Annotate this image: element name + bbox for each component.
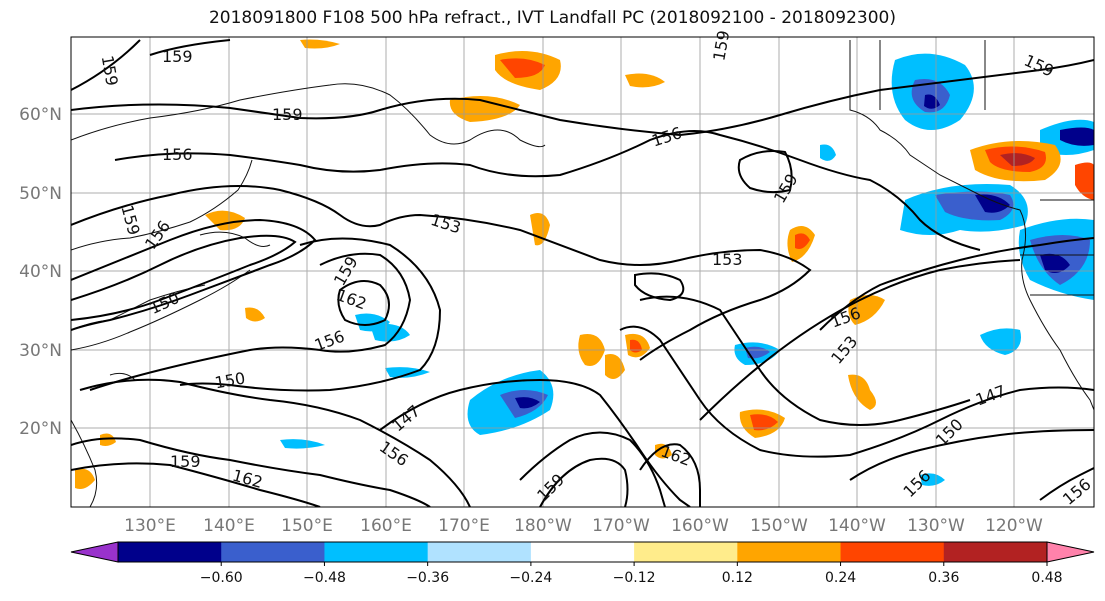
shade-patch — [75, 468, 95, 489]
contour-label: 153 — [712, 250, 743, 269]
map-title: 2018091800 F108 500 hPa refract., IVT La… — [208, 8, 896, 28]
colorbar-tick-label: −0.36 — [406, 570, 449, 586]
colorbar-bin — [943, 542, 1048, 562]
shade-patch — [630, 339, 642, 353]
lon-label: 170°E — [438, 516, 490, 536]
contour-label: 159 — [162, 47, 193, 66]
colorbar-tick-label: −0.48 — [303, 570, 346, 586]
shade-patch — [530, 212, 550, 246]
shade-patch — [750, 414, 778, 431]
shade-patch — [500, 58, 545, 78]
shade-patch — [205, 210, 245, 231]
shade-patch — [795, 233, 810, 249]
colorbar-bin — [840, 542, 945, 562]
shade-patch — [920, 473, 945, 486]
shade-patch — [975, 194, 1010, 213]
colorbar-tick-label: 0.36 — [928, 570, 959, 586]
contour-lines — [71, 39, 1094, 507]
lon-label: 130°E — [124, 516, 176, 536]
lon-label: 150°E — [281, 516, 333, 536]
colorbar-bin — [324, 542, 429, 562]
shade-patch — [1040, 253, 1070, 274]
shade-patch — [1000, 153, 1035, 166]
shade-patch — [848, 374, 876, 410]
shade-patch — [820, 144, 836, 161]
colorbar-tick-label: 0.48 — [1031, 570, 1062, 586]
colorbar-tick-label: 0.24 — [825, 570, 856, 586]
colorbar-tick-label: −0.60 — [200, 570, 243, 586]
shade-patch — [100, 433, 116, 446]
lon-label: 180°W — [514, 516, 572, 536]
colorbar-tick-label: −0.24 — [509, 570, 552, 586]
lon-label: 150°W — [750, 516, 808, 536]
shade-patch — [625, 73, 665, 88]
lon-label: 120°W — [985, 516, 1043, 536]
shade-patch — [300, 39, 340, 49]
longitude-labels: 130°E 140°E 150°E 160°E 170°E 180°W 170°… — [124, 516, 1043, 536]
shade-patch — [515, 397, 540, 409]
colorbar-bin — [530, 542, 635, 562]
colorbar-bin — [118, 542, 222, 562]
shade-patch — [245, 307, 265, 322]
plot-frame — [70, 36, 1095, 508]
shade-patch — [605, 354, 625, 379]
lat-label-40n: 40°N — [19, 262, 62, 282]
shade-patch — [1060, 127, 1094, 146]
lat-label-20n: 20°N — [19, 419, 62, 439]
colorbar-bin — [427, 542, 532, 562]
lon-label: 160°W — [671, 516, 729, 536]
lat-label-60n: 60°N — [19, 105, 62, 125]
colorbar-extend-high — [1046, 541, 1095, 563]
lat-label-50n: 50°N — [19, 184, 62, 204]
colorbar: −0.60 −0.48 −0.36 −0.24 −0.12 0.12 0.24 0.36 0.4… — [70, 541, 1095, 586]
lon-label: 130°W — [907, 516, 965, 536]
contour-label: 159 — [272, 105, 303, 124]
latitude-labels: 60°N 50°N 40°N 30°N 20°N — [19, 105, 62, 439]
shading-layer — [75, 39, 1094, 489]
lon-label: 160°E — [360, 516, 412, 536]
colorbar-tick-label: −0.12 — [613, 570, 656, 586]
shade-patch — [449, 96, 520, 122]
contour-label: 159 — [170, 452, 201, 471]
colorbar-bin — [221, 542, 325, 562]
lon-label: 140°W — [828, 516, 886, 536]
colorbar-bin — [737, 542, 842, 562]
shade-patch — [655, 443, 672, 459]
shade-patch — [1075, 162, 1094, 200]
lon-label: 140°E — [203, 516, 255, 536]
colorbar-bin — [634, 542, 738, 562]
contour-label: 156 — [162, 145, 193, 164]
colorbar-extend-low — [70, 541, 119, 563]
lon-label: 170°W — [592, 516, 650, 536]
lat-label-30n: 30°N — [19, 341, 62, 361]
colorbar-tick-label: 0.12 — [722, 570, 753, 586]
colorbar-frame — [117, 541, 1048, 563]
shade-patch — [980, 328, 1021, 355]
shade-patch — [280, 439, 325, 449]
